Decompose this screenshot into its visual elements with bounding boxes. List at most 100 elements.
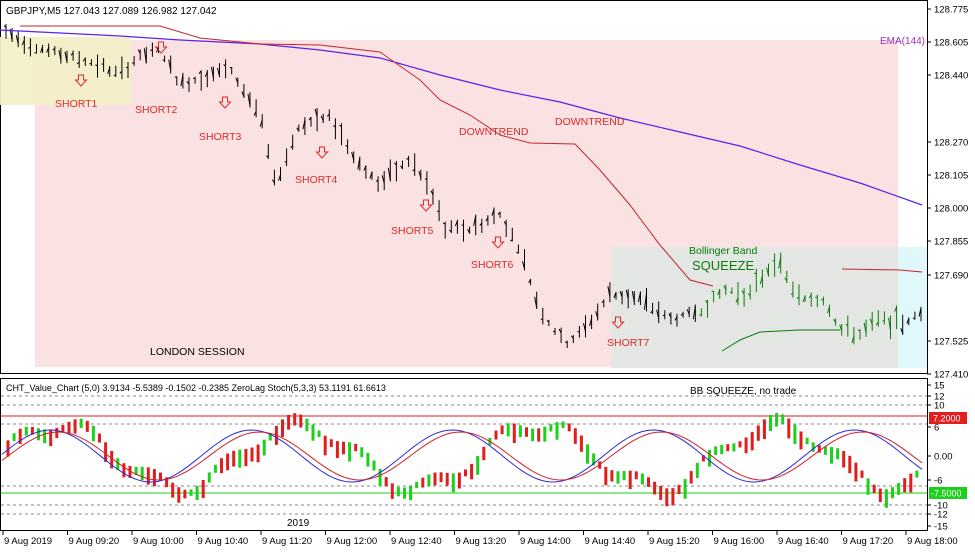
indicator-note: BB SQUEEZE, no trade	[690, 386, 797, 397]
value-chart-bar	[446, 473, 449, 486]
value-chart-bar	[92, 426, 95, 441]
value-chart-bar	[757, 426, 760, 441]
value-chart-bar	[342, 442, 345, 455]
value-chart-bar	[848, 456, 851, 473]
value-chart-bar	[318, 431, 321, 437]
time-tick-label: 9 Aug 13:20	[456, 536, 507, 547]
value-chart-bar	[873, 485, 876, 493]
price-tick-label: 127.525	[934, 337, 968, 348]
value-chart-bar	[244, 449, 247, 466]
value-chart-bar	[281, 419, 284, 437]
value-chart-bar	[366, 453, 369, 467]
value-chart-bar	[635, 471, 638, 479]
value-chart-bar	[348, 442, 351, 461]
value-chart-bar	[696, 463, 699, 478]
value-chart-bar	[458, 473, 461, 489]
indicator-tick-label: -15	[934, 522, 948, 533]
time-tick-label: 9 Aug 12:40	[391, 536, 442, 547]
value-chart-bar	[354, 444, 357, 451]
price-tick-label: 128.775	[934, 5, 968, 16]
value-chart-bar	[549, 424, 552, 431]
value-chart-bar	[208, 472, 211, 482]
value-chart-bar	[226, 454, 229, 471]
indicator-tick-label: 15	[934, 381, 945, 392]
value-chart-bar	[690, 471, 693, 483]
lower-level-value: -7.5000	[931, 489, 962, 499]
price-tick-label: 127.690	[934, 271, 968, 282]
value-chart-bar	[586, 444, 589, 463]
value-chart-bar	[476, 456, 479, 475]
value-chart-bar	[257, 445, 260, 463]
value-chart-bar	[238, 450, 241, 468]
value-chart-bar	[324, 436, 327, 456]
value-chart-bar	[830, 447, 833, 464]
value-chart-bar	[98, 434, 101, 443]
short2-label: SHORT2	[135, 104, 178, 116]
short4-label: SHORT4	[295, 174, 338, 186]
value-chart-bar	[159, 473, 162, 480]
indicator-tick-label: -6	[934, 476, 942, 487]
value-chart-bar	[629, 471, 632, 489]
value-chart-bar	[909, 474, 912, 493]
time-tick-label: 9 Aug 14:00	[520, 536, 571, 547]
value-chart-bar	[287, 415, 290, 430]
value-chart-bar	[49, 429, 52, 446]
value-chart-bar	[525, 427, 528, 436]
value-chart-bar	[13, 433, 16, 441]
ema-label: EMA(144)	[880, 36, 925, 47]
price-bar-open	[175, 77, 177, 78]
value-chart-bar	[879, 489, 882, 503]
downtrend-label-2: DOWNTREND	[555, 116, 625, 128]
price-tick-label: 128.105	[934, 171, 968, 182]
value-chart-bar	[190, 489, 193, 495]
value-chart-bar	[562, 422, 565, 428]
value-chart-bar	[397, 487, 400, 496]
value-chart-bar	[854, 463, 857, 482]
value-chart-bar	[305, 419, 308, 432]
value-chart-bar	[501, 425, 504, 434]
value-chart-bar	[665, 488, 668, 506]
value-chart-bar	[299, 415, 302, 428]
value-chart-bar	[537, 428, 540, 441]
value-chart-bar	[726, 444, 729, 451]
value-chart-bar	[177, 487, 180, 502]
indicator-tick-label: 0.00	[934, 452, 953, 463]
value-chart-bar	[787, 418, 790, 438]
value-chart-bar	[574, 428, 577, 444]
value-chart-bar	[604, 467, 607, 485]
value-chart-bar	[732, 443, 735, 451]
value-chart-bar	[671, 488, 674, 505]
value-chart-bar	[202, 480, 205, 498]
downtrend-label-1: DOWNTREND	[459, 126, 529, 138]
value-chart-bar	[763, 419, 766, 439]
bb-label: Bollinger Band	[689, 245, 757, 257]
value-chart-bar	[769, 415, 772, 431]
value-chart-bar	[470, 464, 473, 480]
value-chart-bar	[68, 422, 71, 434]
squeeze-zone-extension	[898, 247, 927, 368]
value-chart-bar	[647, 477, 650, 487]
year-label: 2019	[287, 518, 310, 529]
value-chart-bar	[421, 478, 424, 488]
value-chart-bar	[409, 485, 412, 500]
indicator-frame	[1, 379, 928, 531]
squeeze-label: SQUEEZE	[692, 258, 754, 273]
value-chart-bar	[861, 471, 864, 478]
indicator-tick-label: 10	[934, 401, 945, 412]
value-chart-bar	[836, 448, 839, 459]
short1-label: SHORT1	[55, 98, 98, 110]
value-chart-bar	[251, 448, 254, 462]
value-chart-bar	[513, 423, 516, 443]
value-chart-bar	[775, 413, 778, 427]
indicator-tick-label: -12	[934, 510, 948, 521]
short3-label: SHORT3	[199, 131, 242, 143]
value-chart-bar	[385, 477, 388, 486]
value-chart-bar	[373, 461, 376, 471]
value-chart-bar	[519, 425, 522, 437]
value-chart-bar	[495, 430, 498, 439]
upper-level-value: 7.2000	[933, 414, 961, 424]
